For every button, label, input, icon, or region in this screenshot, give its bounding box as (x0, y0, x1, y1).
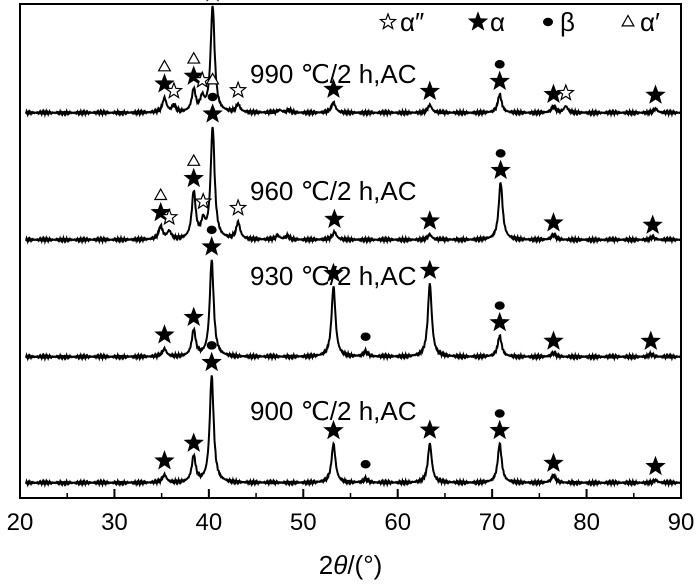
curve-labels: 990 ℃/2 h,AC 960 ℃/2 h,AC 930 ℃/2 h,AC 900 … (250, 59, 417, 426)
legend: α″ α β α′ (378, 7, 660, 37)
alpha-marker (323, 78, 344, 98)
alpha-marker (323, 419, 344, 440)
x-axis-label-variable: θ (333, 550, 347, 580)
x-tick-label: 80 (573, 509, 600, 536)
alpha-marker (201, 351, 222, 372)
alpha-marker (543, 83, 564, 103)
x-axis-label: 2θ/(°) (319, 550, 383, 580)
beta-marker (360, 332, 371, 341)
alpha-prime-marker (153, 187, 168, 201)
alpha-double-prime-marker (228, 80, 248, 99)
alpha-marker (419, 80, 441, 100)
alpha-marker (202, 103, 223, 123)
alpha-marker (543, 452, 564, 472)
beta-marker (206, 341, 217, 350)
xrd-curves (24, 5, 682, 489)
legend-label: α′ (640, 7, 660, 37)
beta-marker (207, 92, 218, 102)
alpha-double-prime-marker (193, 192, 213, 210)
alpha-marker (154, 324, 175, 344)
beta-marker (494, 60, 505, 69)
alpha-marker (183, 65, 204, 85)
x-axis-label-suffix: /(°) (347, 550, 382, 580)
alpha-marker (419, 259, 441, 279)
legend-label: α (490, 7, 505, 37)
alpha-double-prime-marker (164, 81, 184, 99)
alpha-double-prime-marker (192, 70, 212, 89)
alpha-marker (419, 210, 441, 230)
alpha-marker (154, 450, 175, 470)
alpha-marker (183, 167, 204, 188)
alpha-marker (183, 306, 204, 327)
alpha-prime-marker (205, 72, 220, 85)
xrd-curve (24, 375, 682, 489)
alpha-marker (645, 455, 666, 476)
beta-marker (495, 149, 506, 158)
alpha-prime-marker (157, 59, 172, 72)
beta-marker (494, 301, 505, 310)
x-axis-label-prefix: 2 (319, 550, 333, 580)
beta-marker (543, 17, 553, 27)
phase-markers (150, 0, 666, 476)
curve-label: 960 ℃/2 h,AC (250, 176, 417, 206)
alpha-marker (489, 419, 510, 440)
alpha-marker (489, 311, 510, 332)
alpha-marker (490, 159, 511, 179)
xrd-curve (24, 259, 682, 363)
alpha-marker (324, 208, 345, 229)
legend-label: β (560, 7, 575, 37)
alpha-marker (640, 330, 661, 350)
alpha-double-prime-marker (228, 198, 248, 216)
curve-label: 990 ℃/2 h,AC (250, 59, 417, 89)
alpha-marker (150, 201, 171, 222)
beta-marker (360, 459, 371, 469)
x-tick-label: 50 (290, 509, 317, 536)
x-tick-label: 60 (384, 509, 411, 536)
alpha-marker (543, 330, 564, 350)
alpha-marker (323, 262, 344, 283)
alpha-marker (183, 432, 204, 452)
alpha-prime-marker (186, 51, 201, 64)
curve-label: 900 ℃/2 h,AC (250, 396, 417, 426)
beta-marker (206, 225, 217, 235)
x-axis-ticks: 20 30 40 50 60 70 80 90 (7, 489, 695, 536)
x-tick-label: 40 (196, 509, 223, 536)
alpha-marker (419, 419, 441, 439)
xrd-curve (24, 126, 682, 246)
alpha-marker (154, 73, 175, 93)
beta-marker (494, 409, 505, 418)
x-tick-label: 20 (7, 509, 34, 536)
alpha-marker (201, 236, 222, 256)
alpha-marker (645, 84, 666, 104)
alpha-marker (543, 212, 564, 232)
x-tick-label: 30 (101, 509, 128, 536)
curve-label: 930 ℃/2 h,AC (250, 261, 417, 291)
alpha-marker (467, 11, 489, 31)
x-tick-label: 70 (479, 509, 506, 536)
alpha-marker (489, 70, 510, 90)
x-tick-label: 90 (668, 509, 695, 536)
alpha-marker (642, 214, 663, 234)
alpha-double-prime-marker (159, 207, 179, 226)
alpha-prime-marker (186, 153, 201, 166)
legend-label: α″ (400, 7, 424, 37)
alpha-double-prime-marker (556, 83, 576, 101)
xrd-curve (24, 5, 682, 119)
alpha-prime-marker (621, 14, 635, 27)
alpha-double-prime-marker (378, 12, 398, 30)
